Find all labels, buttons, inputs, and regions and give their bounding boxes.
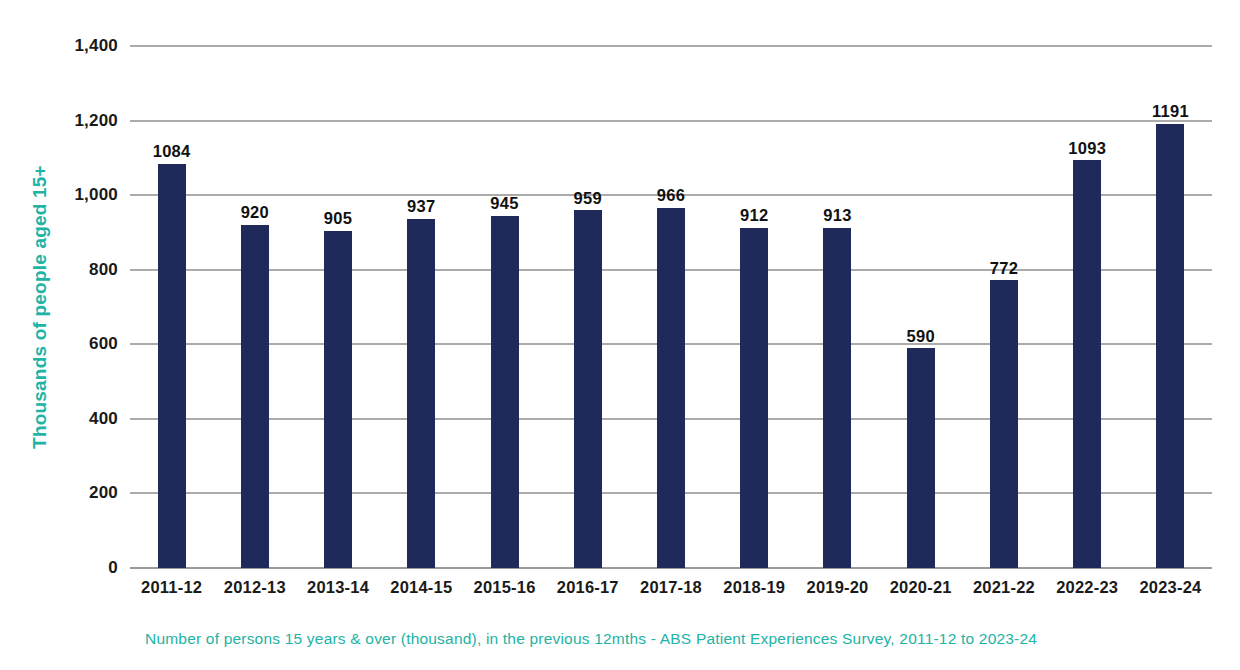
bar-slot: 913 — [796, 46, 879, 568]
y-tick-label: 600 — [0, 334, 118, 354]
bar-2020-21 — [907, 348, 935, 568]
x-tick-label: 2020-21 — [879, 578, 962, 597]
bar-slot: 1084 — [130, 46, 213, 568]
bar-2015-16 — [491, 216, 519, 568]
y-tick-label: 1,000 — [0, 185, 118, 205]
y-tick-label: 1,400 — [0, 36, 118, 56]
y-tick-label: 0 — [0, 558, 118, 578]
bar-value-label: 912 — [740, 207, 768, 224]
bar-value-label: 905 — [324, 210, 352, 227]
bar-slot: 1191 — [1129, 46, 1212, 568]
x-axis-tick-labels: 2011-122012-132013-142014-152015-162016-… — [130, 578, 1212, 597]
x-tick-label: 2012-13 — [213, 578, 296, 597]
bar-slot: 1093 — [1046, 46, 1129, 568]
bar-slot: 912 — [713, 46, 796, 568]
y-axis-tick-labels: 02004006008001,0001,2001,400 — [0, 46, 118, 568]
x-tick-label: 2015-16 — [463, 578, 546, 597]
bar-slot: 966 — [629, 46, 712, 568]
x-tick-label: 2018-19 — [713, 578, 796, 597]
bar-2012-13 — [241, 225, 269, 568]
y-tick-label: 1,200 — [0, 111, 118, 131]
bar-2023-24 — [1156, 124, 1184, 568]
x-tick-label: 2017-18 — [629, 578, 712, 597]
bar-2017-18 — [657, 208, 685, 568]
bar-value-label: 920 — [241, 204, 269, 221]
x-tick-label: 2021-22 — [962, 578, 1045, 597]
x-tick-label: 2014-15 — [380, 578, 463, 597]
bar-slot: 920 — [213, 46, 296, 568]
bar-value-label: 966 — [657, 187, 685, 204]
bar-slot: 945 — [463, 46, 546, 568]
bar-slot: 590 — [879, 46, 962, 568]
bars-layer: 1084 920 905 937 945 959 966 912 913 590 772 1093 11… — [130, 46, 1212, 568]
y-tick-label: 200 — [0, 483, 118, 503]
bar-value-label: 1191 — [1152, 103, 1189, 120]
bar-slot: 772 — [962, 46, 1045, 568]
bar-2016-17 — [574, 210, 602, 568]
y-tick-label: 400 — [0, 409, 118, 429]
bar-value-label: 937 — [407, 198, 435, 215]
x-tick-label: 2022-23 — [1046, 578, 1129, 597]
x-tick-label: 2019-20 — [796, 578, 879, 597]
bar-2019-20 — [823, 228, 851, 568]
x-tick-label: 2013-14 — [296, 578, 379, 597]
bar-value-label: 1093 — [1068, 140, 1106, 157]
bar-value-label: 590 — [907, 328, 935, 345]
bar-value-label: 945 — [490, 195, 518, 212]
x-tick-label: 2023-24 — [1129, 578, 1212, 597]
bar-2013-14 — [324, 231, 352, 568]
bar-slot: 959 — [546, 46, 629, 568]
bar-2018-19 — [740, 228, 768, 568]
bar-chart: Thousands of people aged 15+ 02004006008… — [0, 0, 1240, 670]
x-tick-label: 2016-17 — [546, 578, 629, 597]
bar-2011-12 — [158, 164, 186, 568]
bar-value-label: 1084 — [153, 143, 191, 160]
bar-value-label: 772 — [990, 260, 1018, 277]
x-tick-label: 2011-12 — [130, 578, 213, 597]
bar-value-label: 913 — [823, 207, 851, 224]
bar-2022-23 — [1073, 160, 1101, 568]
bar-slot: 905 — [296, 46, 379, 568]
bar-value-label: 959 — [574, 190, 602, 207]
bar-2021-22 — [990, 280, 1018, 568]
bar-slot: 937 — [380, 46, 463, 568]
y-tick-label: 800 — [0, 260, 118, 280]
bar-2014-15 — [407, 219, 435, 568]
chart-caption: Number of persons 15 years & over (thous… — [145, 630, 1037, 648]
